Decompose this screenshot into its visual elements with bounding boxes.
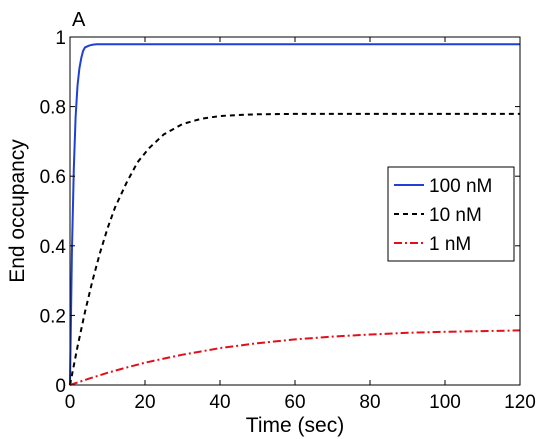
x-tick-label: 60 xyxy=(284,392,305,413)
legend-label-0: 100 nM xyxy=(429,176,492,197)
x-tick-label: 0 xyxy=(65,392,76,413)
y-tick-label: 0.6 xyxy=(40,167,66,188)
legend-box xyxy=(387,166,515,262)
x-tick-label: 40 xyxy=(209,392,230,413)
series-line-1 xyxy=(69,112,520,386)
tick-layer: 0 20 40 60 80 100 120 0 0.2 0.4 0.6 0.8 1 xyxy=(40,28,536,413)
legend-items: 100 nM 10 nM 1 nM xyxy=(394,176,492,255)
x-tick-label: 120 xyxy=(504,392,536,413)
panel-label: A xyxy=(72,9,86,31)
legend: 100 nM 10 nM 1 nM xyxy=(387,166,515,262)
y-axis-title: End occupancy xyxy=(6,139,29,283)
legend-label-1: 10 nM xyxy=(429,205,482,226)
series-line-0 xyxy=(69,43,520,386)
y-tick-label: 0.4 xyxy=(40,237,67,258)
x-tick-label: 20 xyxy=(134,392,155,413)
legend-label-2: 1 nM xyxy=(429,234,471,255)
y-tick-label: 0 xyxy=(55,376,66,397)
series-line-2 xyxy=(69,329,521,386)
y-tick-label: 0.8 xyxy=(40,98,66,119)
x-axis-title: Time (sec) xyxy=(246,414,344,437)
x-tick-label: 100 xyxy=(429,392,461,413)
y-tick-label: 0.2 xyxy=(40,306,66,327)
series-layer xyxy=(69,43,521,386)
x-tick-label: 80 xyxy=(359,392,380,413)
y-tick-label: 1 xyxy=(55,28,66,49)
